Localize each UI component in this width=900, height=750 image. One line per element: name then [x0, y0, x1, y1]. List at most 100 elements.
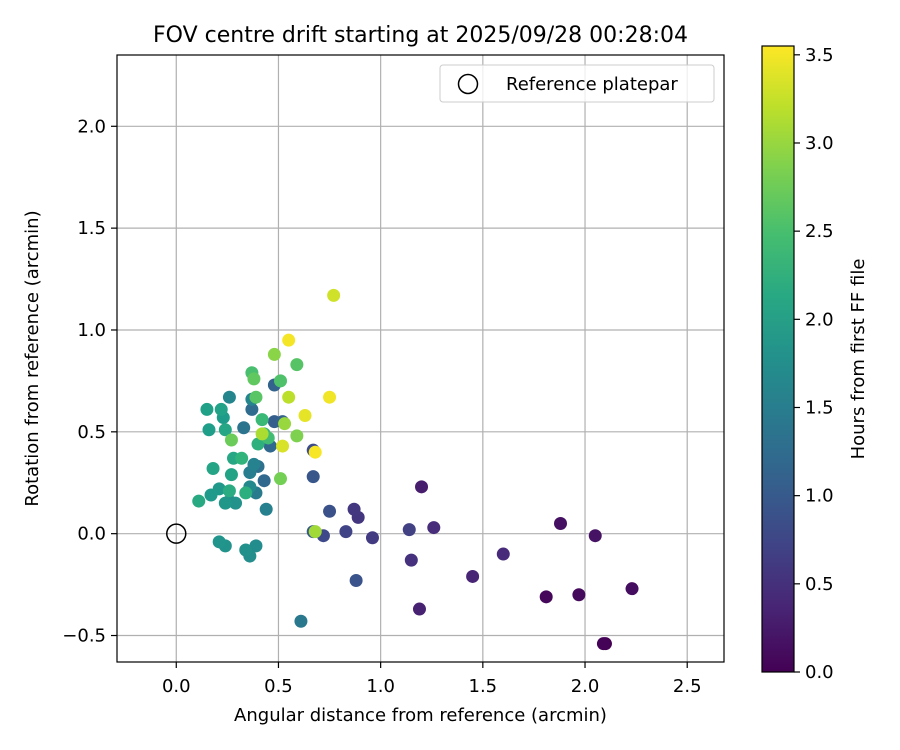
colorbar: 0.0 0.5 1.0 1.5 2.0 2.5 3.0 3.5 Hours from firs…: [761, 45, 869, 683]
scatter-point: [466, 569, 480, 583]
scatter-point: [308, 445, 322, 459]
colorbar-gradient: [761, 45, 795, 673]
y-tick-label: 0.0: [77, 524, 106, 545]
legend-label: Reference platepar: [506, 74, 678, 95]
scatter-point: [276, 439, 290, 453]
colorbar-label: Hours from first FF file: [848, 259, 869, 460]
x-tick-label: 0.5: [264, 676, 293, 697]
x-tick-label: 0.0: [162, 676, 191, 697]
scatter-point: [214, 402, 228, 416]
scatter-point: [224, 433, 238, 447]
colorbar-tick-label: 0.0: [805, 662, 834, 683]
scatter-point: [212, 535, 226, 549]
scatter-point: [298, 409, 312, 423]
legend-box: [439, 64, 715, 103]
scatter-point: [588, 529, 602, 543]
scatter-point: [251, 437, 265, 451]
scatter-point: [247, 372, 261, 386]
x-tick-label: 2.5: [673, 676, 702, 697]
scatter-point: [202, 423, 216, 437]
x-tick-label: 2.0: [571, 676, 600, 697]
scatter-point: [257, 474, 271, 488]
scatter-point: [267, 347, 281, 361]
scatter-point: [218, 423, 232, 437]
scatter-point: [274, 374, 288, 388]
scatter-point: [222, 390, 236, 404]
x-axis-ticks: 0.0 0.5 1.0 1.5 2.0 2.5: [162, 662, 702, 697]
scatter-point: [192, 494, 206, 508]
scatter-point: [294, 614, 308, 628]
scatter-point: [553, 516, 567, 530]
legend: Reference platepar: [439, 64, 715, 103]
y-tick-label: 1.5: [77, 218, 106, 239]
reference-marker-layer: [166, 523, 187, 544]
scatter-point: [274, 472, 288, 486]
colorbar-ticks: 0.0 0.5 1.0 1.5 2.0 2.5 3.0 3.5: [794, 45, 834, 683]
scatter-point: [235, 451, 249, 465]
colorbar-tick-label: 1.5: [805, 397, 834, 418]
reference-platepar-marker: [166, 523, 187, 544]
scatter-point: [218, 496, 232, 510]
scatter-point: [339, 525, 353, 539]
plot-frame: [116, 54, 725, 663]
colorbar-tick-label: 2.5: [805, 221, 834, 242]
scatter-point: [412, 602, 426, 616]
y-axis-ticks: −0.5 0.0 0.5 1.0 1.5 2.0: [62, 116, 117, 647]
scatter-point: [255, 427, 269, 441]
scatter-point: [290, 358, 304, 372]
scatter-point: [206, 461, 220, 475]
scatter-point: [282, 390, 296, 404]
scatter-point: [278, 417, 292, 431]
scatter-point: [239, 543, 253, 557]
chart-title: FOV centre drift starting at 2025/09/28 …: [153, 23, 688, 48]
colorbar-tick-label: 0.5: [805, 574, 834, 595]
scatter-point: [306, 470, 320, 484]
scatter-point: [347, 502, 361, 516]
legend-open-circle-icon: [457, 73, 479, 95]
y-tick-label: 1.0: [77, 320, 106, 341]
x-axis-label: Angular distance from reference (arcmin): [234, 705, 607, 726]
scatter-point: [259, 502, 273, 516]
scatter-point: [222, 484, 236, 498]
scatter-point: [402, 523, 416, 537]
scatter-point: [496, 547, 510, 561]
y-axis-label: Rotation from reference (arcmin): [22, 210, 43, 506]
scatter-point: [237, 421, 251, 435]
scatter-point: [282, 333, 296, 347]
scatter-point: [427, 521, 441, 535]
scatter-point: [308, 525, 322, 539]
scatter-point: [249, 390, 263, 404]
scatter-point: [224, 468, 238, 482]
colorbar-tick-label: 3.0: [805, 133, 834, 154]
scatter-point: [572, 588, 586, 602]
x-tick-label: 1.0: [366, 676, 395, 697]
y-tick-label: 0.5: [77, 422, 106, 443]
scatter-point: [204, 488, 218, 502]
scatter-point: [290, 429, 304, 443]
data-points: [192, 288, 639, 651]
scatter-point: [596, 637, 610, 651]
colorbar-tick-label: 1.0: [805, 486, 834, 507]
scatter-point: [229, 496, 243, 510]
scatter-point: [415, 480, 429, 494]
y-tick-label: 2.0: [77, 116, 106, 137]
scatter-point: [245, 402, 259, 416]
scatter-point: [255, 413, 269, 427]
scatter-point: [200, 402, 214, 416]
scatter-point: [404, 553, 418, 567]
grid-lines: [117, 55, 724, 662]
scatter-point: [323, 504, 337, 518]
x-tick-label: 1.5: [469, 676, 498, 697]
scatter-point: [247, 457, 261, 471]
y-tick-label: −0.5: [62, 626, 106, 647]
scatter-point: [349, 574, 363, 588]
scatter-point: [539, 590, 553, 604]
scatter-point: [625, 582, 639, 596]
colorbar-tick-label: 3.5: [805, 45, 834, 66]
scatter-point: [327, 288, 341, 302]
scatter-point: [239, 486, 253, 500]
scatter-point: [323, 390, 337, 404]
scatter-point: [249, 539, 263, 553]
colorbar-tick-label: 2.0: [805, 309, 834, 330]
